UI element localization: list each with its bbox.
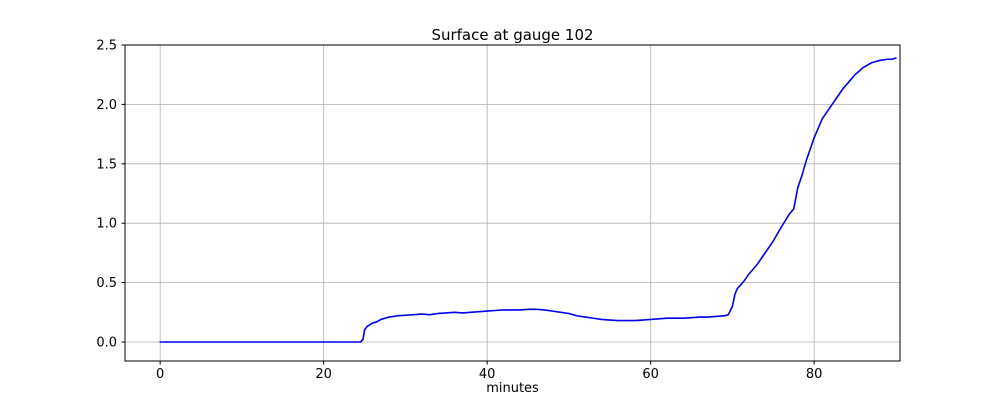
y-tick-label: 2.0 xyxy=(96,98,117,113)
y-tick-label: 1.0 xyxy=(96,217,117,232)
x-tick-label: 60 xyxy=(642,367,659,382)
x-tick-label: 20 xyxy=(315,367,332,382)
axes-spines xyxy=(124,44,901,362)
x-tick-label: 40 xyxy=(479,367,496,382)
series-line-surface xyxy=(159,57,897,343)
x-tick-label: 80 xyxy=(806,367,823,382)
y-tick-label: 2.5 xyxy=(96,39,117,54)
chart-title: Surface at gauge 102 xyxy=(431,26,594,44)
y-tick-label: 1.5 xyxy=(96,157,117,172)
y-tick-label: 0.0 xyxy=(96,335,117,350)
x-axis-label: minutes xyxy=(486,381,539,396)
x-tick-label: 0 xyxy=(156,367,164,382)
y-tick-label: 0.5 xyxy=(96,276,117,291)
